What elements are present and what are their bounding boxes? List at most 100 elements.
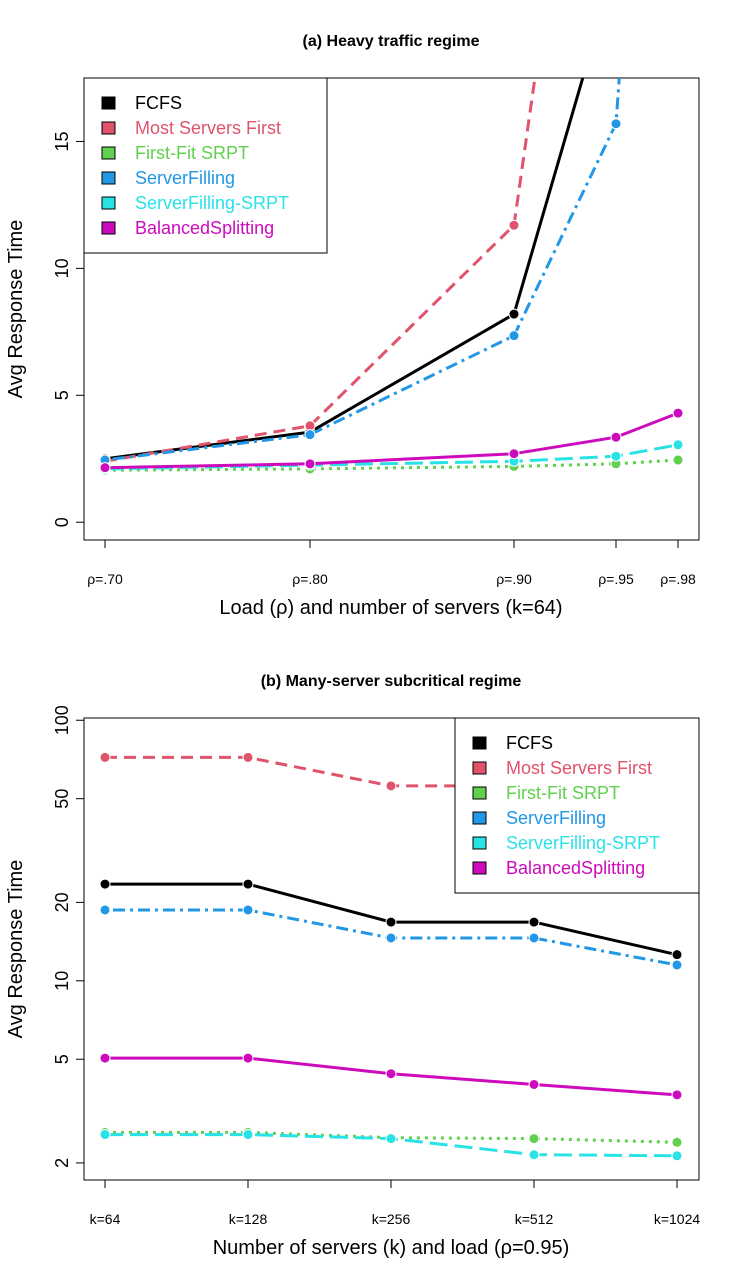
data-point-serverfilling-srpt	[672, 439, 684, 451]
data-point-balancedsplitting	[672, 407, 684, 419]
y-tick-label: 10	[52, 258, 72, 278]
legend-swatch-most-servers-first	[101, 121, 116, 135]
legend-swatch-fcfs	[472, 736, 487, 750]
legend-label-most-servers-first: Most Servers First	[506, 758, 652, 778]
legend-swatch-fcfs	[101, 96, 116, 110]
y-tick-label: 0	[52, 517, 72, 527]
legend-label-serverfilling: ServerFilling	[506, 808, 606, 828]
chart-a-xlabel: Load (ρ) and number of servers (k=64)	[219, 597, 562, 619]
data-point-fcfs	[508, 308, 520, 320]
data-point-balancedsplitting	[99, 1052, 111, 1064]
x-tick-label: k=64	[90, 1211, 121, 1227]
data-point-serverfilling-srpt	[610, 450, 622, 462]
legend-label-serverfilling: ServerFilling	[135, 168, 235, 188]
data-point-serverfilling	[508, 330, 520, 342]
legend-swatch-first-fit-srpt	[472, 786, 487, 800]
legend-label-first-fit-srpt: First-Fit SRPT	[135, 143, 249, 163]
y-tick-label: 5	[52, 1054, 72, 1064]
legend-swatch-serverfilling	[472, 811, 487, 825]
data-point-serverfilling	[610, 118, 622, 130]
legend-box	[454, 717, 700, 894]
legend-label-fcfs: FCFS	[506, 733, 553, 753]
legend-box	[83, 77, 328, 254]
y-tick-label: 5	[52, 390, 72, 400]
data-point-serverfilling-srpt	[385, 1133, 397, 1145]
x-tick-label: ρ=.98	[660, 571, 696, 587]
data-point-fcfs	[528, 916, 540, 928]
chart-a-plot-frame	[83, 77, 700, 541]
data-point-serverfilling-srpt	[99, 1129, 111, 1141]
x-tick-label: ρ=.70	[87, 571, 123, 587]
data-point-balancedsplitting	[242, 1052, 254, 1064]
series-most-servers-first	[99, 751, 534, 792]
data-point-balancedsplitting	[528, 1078, 540, 1090]
chart-heavy-traffic: (a) Heavy traffic regime 0 5 10 15 ρ=.70 ρ=.…	[5, 33, 700, 619]
data-point-fcfs	[385, 916, 397, 928]
y-tick-label: 2	[52, 1158, 72, 1168]
x-tick-label: k=512	[515, 1211, 554, 1227]
legend-swatch-serverfilling	[101, 171, 116, 185]
data-point-serverfilling	[671, 959, 683, 971]
series-serverfilling-srpt	[99, 1129, 683, 1162]
series-serverfilling	[99, 78, 622, 466]
data-point-most-servers-first	[99, 751, 111, 763]
x-tick-label: ρ=.80	[292, 571, 328, 587]
data-point-first-fit-srpt	[528, 1133, 540, 1145]
legend-label-serverfilling-srpt: ServerFilling-SRPT	[506, 833, 660, 853]
data-point-balancedsplitting	[385, 1068, 397, 1080]
legend-label-serverfilling-srpt: ServerFilling-SRPT	[135, 193, 289, 213]
data-point-first-fit-srpt	[671, 1136, 683, 1148]
legend-label-balancedsplitting: BalancedSplitting	[135, 218, 274, 238]
x-tick-label: ρ=.95	[598, 571, 634, 587]
data-point-serverfilling-srpt	[528, 1149, 540, 1161]
chart-many-server: (b) Many-server subcritical regime 2 5 10 2…	[5, 673, 700, 1259]
data-point-most-servers-first	[385, 780, 397, 792]
data-point-serverfilling	[242, 904, 254, 916]
legend-swatch-balancedsplitting	[101, 221, 116, 235]
legend-swatch-serverfilling-srpt	[472, 836, 487, 850]
chart-a-title: (a) Heavy traffic regime	[303, 33, 480, 50]
data-point-first-fit-srpt	[672, 454, 684, 466]
legend-swatch-most-servers-first	[472, 761, 487, 775]
data-point-fcfs	[99, 878, 111, 890]
series-line-most-servers-first	[105, 755, 534, 788]
legend-label-most-servers-first: Most Servers First	[135, 118, 281, 138]
y-tick-label: 10	[52, 971, 72, 991]
legend-swatch-first-fit-srpt	[101, 146, 116, 160]
legend-label-fcfs: FCFS	[135, 93, 182, 113]
y-tick-label: 100	[52, 705, 72, 735]
series-line-fcfs	[104, 78, 585, 461]
series-balancedsplitting	[99, 407, 684, 474]
chart-a-ylabel: Avg Response Time	[5, 220, 27, 399]
series-line-most-servers-first	[104, 78, 537, 463]
data-point-serverfilling-srpt	[671, 1150, 683, 1162]
x-tick-label: ρ=.90	[496, 571, 532, 587]
x-tick-label: k=256	[372, 1211, 411, 1227]
legend-label-first-fit-srpt: First-Fit SRPT	[506, 783, 620, 803]
x-tick-label: k=128	[229, 1211, 268, 1227]
y-tick-label: 50	[52, 789, 72, 809]
data-point-balancedsplitting	[610, 431, 622, 443]
data-point-serverfilling	[528, 932, 540, 944]
series-line-balancedsplitting	[104, 411, 679, 470]
data-point-most-servers-first	[508, 219, 520, 231]
series-balancedsplitting	[99, 1052, 683, 1101]
chart-b-ylabel: Avg Response Time	[5, 860, 27, 1039]
legend-swatch-serverfilling-srpt	[101, 196, 116, 210]
x-tick-label: k=1024	[654, 1211, 701, 1227]
data-point-balancedsplitting	[304, 458, 316, 470]
legend-label-balancedsplitting: BalancedSplitting	[506, 858, 645, 878]
y-tick-label: 15	[52, 131, 72, 151]
data-point-serverfilling-srpt	[242, 1129, 254, 1141]
legend-swatch-balancedsplitting	[472, 861, 487, 875]
data-point-balancedsplitting	[671, 1089, 683, 1101]
data-point-serverfilling	[99, 904, 111, 916]
data-point-serverfilling	[304, 429, 316, 441]
data-point-serverfilling	[385, 932, 397, 944]
chart-b-xlabel: Number of servers (k) and load (ρ=0.95)	[213, 1237, 570, 1259]
series-serverfilling	[99, 904, 683, 971]
data-point-fcfs	[242, 878, 254, 890]
series-serverfilling-srpt	[99, 439, 684, 475]
data-point-balancedsplitting	[508, 448, 520, 460]
